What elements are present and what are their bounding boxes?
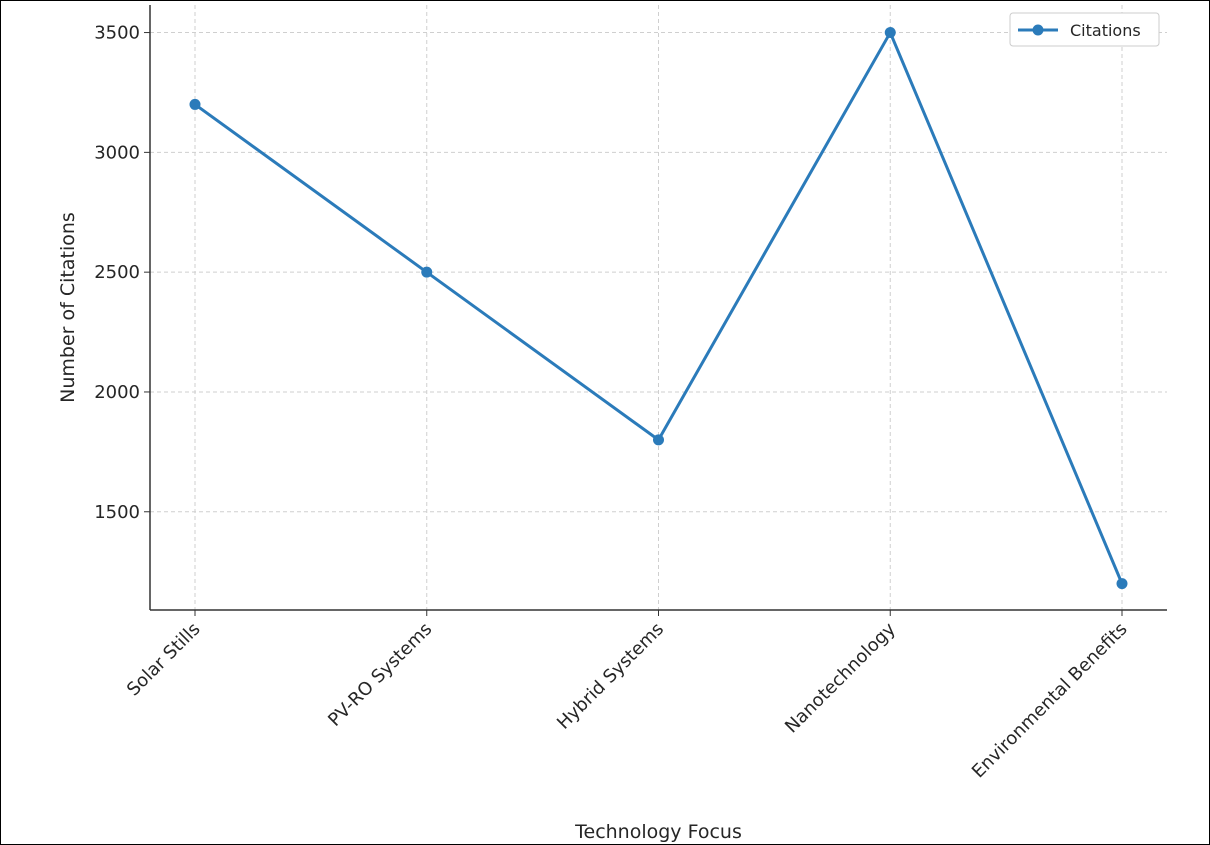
x-tick-label: Nanotechnology [781,618,900,737]
x-axis-title: Technology Focus [574,821,742,843]
series-citations [189,27,1128,590]
data-point [421,266,433,278]
y-axis-title: Number of Citations [57,212,79,403]
data-point [1116,578,1128,590]
y-tick-label: 3000 [94,142,140,163]
legend-marker-swatch [1032,24,1044,36]
y-tick-label: 1500 [94,502,140,523]
legend: Citations [1009,12,1160,47]
legend-box [1009,12,1160,47]
data-point [189,98,201,110]
grid [150,5,1167,610]
y-tick-label: 2000 [94,382,140,403]
x-tick-label: Hybrid Systems [553,619,668,734]
legend-entry-citations: Citations [1070,21,1141,40]
data-point [653,434,664,446]
y-tick-label: 2500 [94,262,140,283]
x-tick-label: Environmental Benefits [968,619,1132,783]
x-tick-label: Solar Stills [123,619,205,701]
tick-labels: Solar Stills PV-RO Systems Hybrid Systems N… [94,23,1131,783]
data-point [884,27,896,39]
y-tick-label: 3500 [94,23,140,44]
axes [144,5,1167,616]
x-tick-label: PV-RO Systems [324,619,436,731]
